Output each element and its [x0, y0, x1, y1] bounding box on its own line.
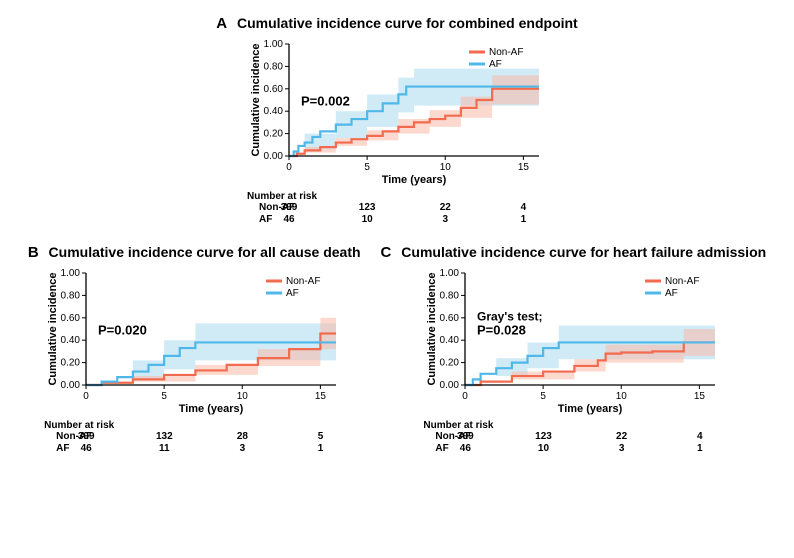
panel-b-risk-table: Number at riskNon-AF399132285AF461131 [44, 420, 344, 455]
svg-text:0.20: 0.20 [440, 358, 460, 369]
panel-b-letter: B [28, 244, 39, 261]
panel-c: C Cumulative incidence curve for heart f… [381, 244, 767, 455]
svg-text:Non-AF: Non-AF [286, 276, 320, 287]
svg-text:0.40: 0.40 [61, 335, 81, 346]
svg-text:0.00: 0.00 [264, 151, 284, 162]
svg-text:15: 15 [694, 391, 706, 402]
panel-b-chart: 0.00 0.20 0.40 0.60 0.80 1.00 0 5 10 15 Time (year… [44, 265, 344, 420]
svg-text:1.00: 1.00 [440, 268, 460, 279]
svg-text:10: 10 [616, 391, 628, 402]
svg-text:Time (years): Time (years) [179, 403, 244, 415]
svg-text:P=0.020: P=0.020 [98, 323, 147, 338]
svg-text:Non-AF: Non-AF [489, 47, 523, 58]
svg-text:Time (years): Time (years) [382, 174, 447, 186]
panel-a-chart: 0.00 0.20 0.40 0.60 0.80 1.00 0 5 10 15 Time (year… [247, 36, 547, 191]
panel-c-risk-table: Number at riskNon-AF399123224AF461031 [423, 420, 723, 455]
svg-text:0: 0 [286, 162, 292, 173]
panel-b-title: B Cumulative incidence curve for all cau… [28, 244, 361, 261]
svg-text:0.40: 0.40 [440, 335, 460, 346]
svg-text:5: 5 [541, 391, 547, 402]
panel-a-risk-table: Number at riskNon-AF399123224AF461031 [247, 191, 547, 226]
svg-text:15: 15 [518, 162, 530, 173]
svg-text:P=0.028: P=0.028 [477, 323, 526, 338]
svg-text:P=0.002: P=0.002 [301, 94, 350, 109]
svg-text:15: 15 [315, 391, 327, 402]
svg-text:Cumulative incidence: Cumulative incidence [47, 272, 59, 385]
svg-text:0.80: 0.80 [61, 290, 81, 301]
svg-text:10: 10 [237, 391, 249, 402]
svg-text:0.20: 0.20 [264, 129, 284, 140]
svg-text:Non-AF: Non-AF [665, 276, 699, 287]
svg-text:5: 5 [162, 391, 168, 402]
svg-text:0.60: 0.60 [440, 313, 460, 324]
svg-text:0.40: 0.40 [264, 106, 284, 117]
panel-c-title-text: Cumulative incidence curve for heart fai… [401, 244, 766, 260]
svg-text:Cumulative incidence: Cumulative incidence [250, 43, 262, 156]
svg-text:0.80: 0.80 [440, 290, 460, 301]
svg-text:1.00: 1.00 [264, 39, 284, 50]
panel-a-title: A Cumulative incidence curve for combine… [216, 15, 577, 32]
svg-text:10: 10 [440, 162, 452, 173]
panel-a: A Cumulative incidence curve for combine… [15, 15, 779, 226]
svg-text:Time (years): Time (years) [558, 403, 623, 415]
panel-a-title-text: Cumulative incidence curve for combined … [237, 15, 578, 31]
svg-text:0.60: 0.60 [61, 313, 81, 324]
svg-text:AF: AF [489, 59, 502, 70]
svg-text:0: 0 [83, 391, 89, 402]
svg-text:1.00: 1.00 [61, 268, 81, 279]
svg-text:5: 5 [364, 162, 370, 173]
svg-text:Gray's test;: Gray's test; [477, 310, 543, 324]
panel-b-title-text: Cumulative incidence curve for all cause… [49, 244, 361, 260]
svg-text:Cumulative incidence: Cumulative incidence [426, 272, 438, 385]
panel-c-chart: 0.00 0.20 0.40 0.60 0.80 1.00 0 5 10 15 Time (year… [423, 265, 723, 420]
panel-b: B Cumulative incidence curve for all cau… [28, 244, 361, 455]
bottom-row: B Cumulative incidence curve for all cau… [15, 244, 779, 455]
svg-text:AF: AF [286, 288, 299, 299]
panel-a-letter: A [216, 15, 227, 32]
svg-text:0.80: 0.80 [264, 61, 284, 72]
panel-c-title: C Cumulative incidence curve for heart f… [381, 244, 767, 261]
svg-text:AF: AF [665, 288, 678, 299]
svg-text:0.60: 0.60 [264, 84, 284, 95]
svg-text:0.00: 0.00 [440, 380, 460, 391]
svg-text:0.20: 0.20 [61, 358, 81, 369]
svg-text:0: 0 [463, 391, 469, 402]
svg-text:0.00: 0.00 [61, 380, 81, 391]
panel-c-letter: C [381, 244, 392, 261]
